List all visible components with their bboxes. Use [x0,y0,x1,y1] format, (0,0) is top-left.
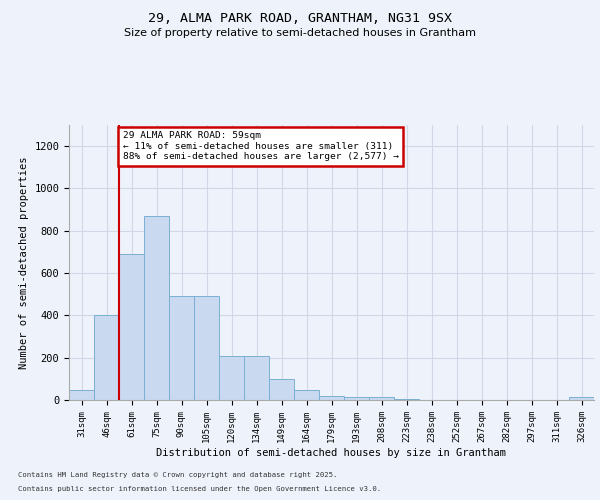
Bar [369,397,394,400]
Bar [144,216,169,400]
Text: 29 ALMA PARK ROAD: 59sqm
← 11% of semi-detached houses are smaller (311)
88% of : 29 ALMA PARK ROAD: 59sqm ← 11% of semi-d… [123,132,399,161]
Text: Size of property relative to semi-detached houses in Grantham: Size of property relative to semi-detach… [124,28,476,38]
Y-axis label: Number of semi-detached properties: Number of semi-detached properties [19,156,29,369]
Bar [319,396,344,400]
Bar [269,379,294,400]
Bar [94,316,119,400]
Bar [194,296,219,400]
Text: Contains HM Land Registry data © Crown copyright and database right 2025.: Contains HM Land Registry data © Crown c… [18,472,337,478]
Text: Contains public sector information licensed under the Open Government Licence v3: Contains public sector information licen… [18,486,381,492]
X-axis label: Distribution of semi-detached houses by size in Grantham: Distribution of semi-detached houses by … [157,448,506,458]
Bar [294,390,319,400]
Bar [344,397,369,400]
Text: 29, ALMA PARK ROAD, GRANTHAM, NG31 9SX: 29, ALMA PARK ROAD, GRANTHAM, NG31 9SX [148,12,452,26]
Bar [169,296,194,400]
Bar [244,356,269,400]
Bar [69,390,94,400]
Bar [569,397,594,400]
Bar [394,399,419,400]
Bar [219,356,244,400]
Bar [119,254,144,400]
